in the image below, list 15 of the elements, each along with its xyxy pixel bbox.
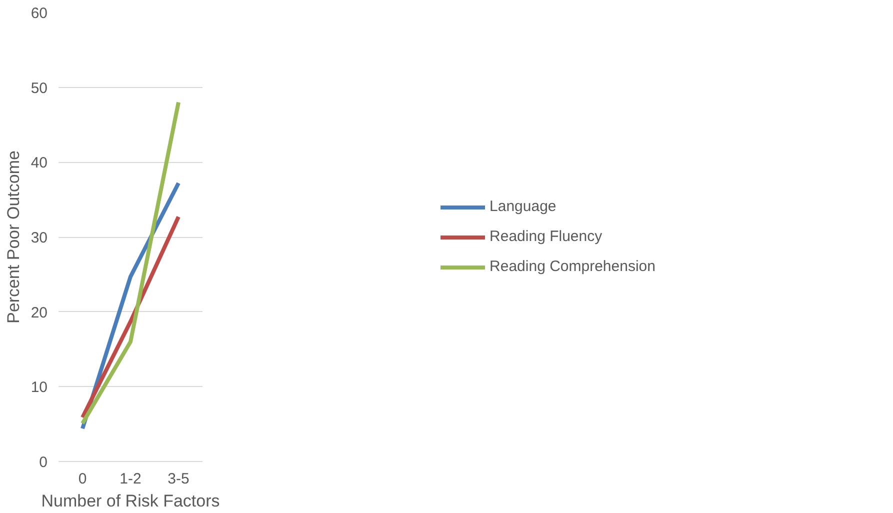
y-tick-label: 40 [30, 154, 48, 172]
legend-label: Reading Comprehension [490, 258, 656, 275]
y-tick-label: 60 [30, 5, 48, 22]
y-tick-label: 50 [30, 80, 48, 97]
y-tick-label: 10 [30, 379, 48, 396]
y-tick-label: 20 [30, 304, 48, 322]
y-tick-label: 30 [30, 230, 48, 246]
y-axis-title: Percent Poor Outcome [4, 150, 23, 324]
legend-label: Reading Fluency [490, 228, 602, 245]
legend-label: Language [490, 198, 556, 215]
x-tick-label: 0 [78, 470, 87, 488]
x-tick-label: 3-5 [168, 470, 190, 488]
x-axis-title: Number of Risk Factors [41, 492, 220, 510]
x-tick-label: 1-2 [120, 470, 142, 488]
y-tick-label: 0 [39, 454, 48, 471]
